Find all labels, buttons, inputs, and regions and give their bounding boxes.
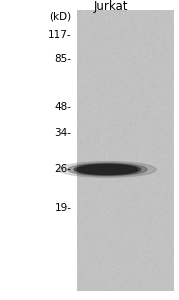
Text: 85-: 85- [55, 53, 72, 64]
Text: 26-: 26- [55, 164, 72, 175]
Ellipse shape [68, 163, 147, 176]
Text: 48-: 48- [55, 101, 72, 112]
Ellipse shape [74, 164, 141, 175]
Ellipse shape [77, 164, 138, 174]
Text: 19-: 19- [55, 203, 72, 214]
Text: 117-: 117- [48, 29, 72, 40]
Text: 34-: 34- [55, 128, 72, 139]
Text: Jurkat: Jurkat [94, 0, 128, 13]
Text: (kD): (kD) [49, 11, 72, 22]
Ellipse shape [59, 162, 156, 177]
